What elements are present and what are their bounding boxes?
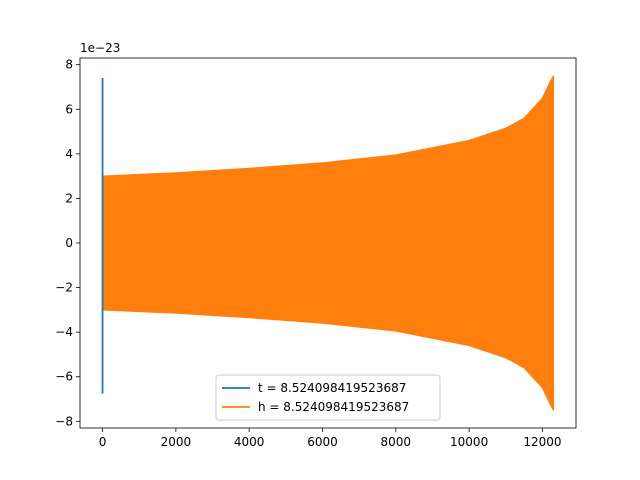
y-tick-label: 2 xyxy=(65,191,73,205)
legend: t = 8.524098419523687 h = 8.5240984195236… xyxy=(215,374,441,421)
y-tick-label: −4 xyxy=(55,325,73,339)
x-tick-label: 10000 xyxy=(450,435,488,449)
y-tick-label: −8 xyxy=(55,414,73,428)
y-tick-label: 4 xyxy=(65,147,73,161)
x-axis: 0 2000 4000 6000 8000 10000 12000 xyxy=(99,428,562,449)
series-h-line xyxy=(101,75,555,411)
y-tick-label: 0 xyxy=(65,236,73,250)
y-tick-label: −2 xyxy=(55,281,73,295)
legend-label: h = 8.524098419523687 xyxy=(258,400,409,414)
x-tick-label: 4000 xyxy=(234,435,265,449)
y-tick-label: −6 xyxy=(55,370,73,384)
x-tick-label: 0 xyxy=(99,435,107,449)
series-layer xyxy=(101,75,555,411)
x-tick-label: 12000 xyxy=(523,435,561,449)
y-tick-label: 8 xyxy=(65,58,73,72)
x-tick-label: 6000 xyxy=(307,435,338,449)
y-offset-text: 1e−23 xyxy=(80,41,120,55)
y-tick-label: 6 xyxy=(65,102,73,116)
legend-box xyxy=(215,374,441,421)
legend-label: t = 8.524098419523687 xyxy=(258,381,406,395)
x-tick-label: 2000 xyxy=(161,435,192,449)
x-tick-label: 8000 xyxy=(381,435,412,449)
y-axis: −8 −6 −4 −2 0 2 4 6 8 xyxy=(55,58,80,428)
